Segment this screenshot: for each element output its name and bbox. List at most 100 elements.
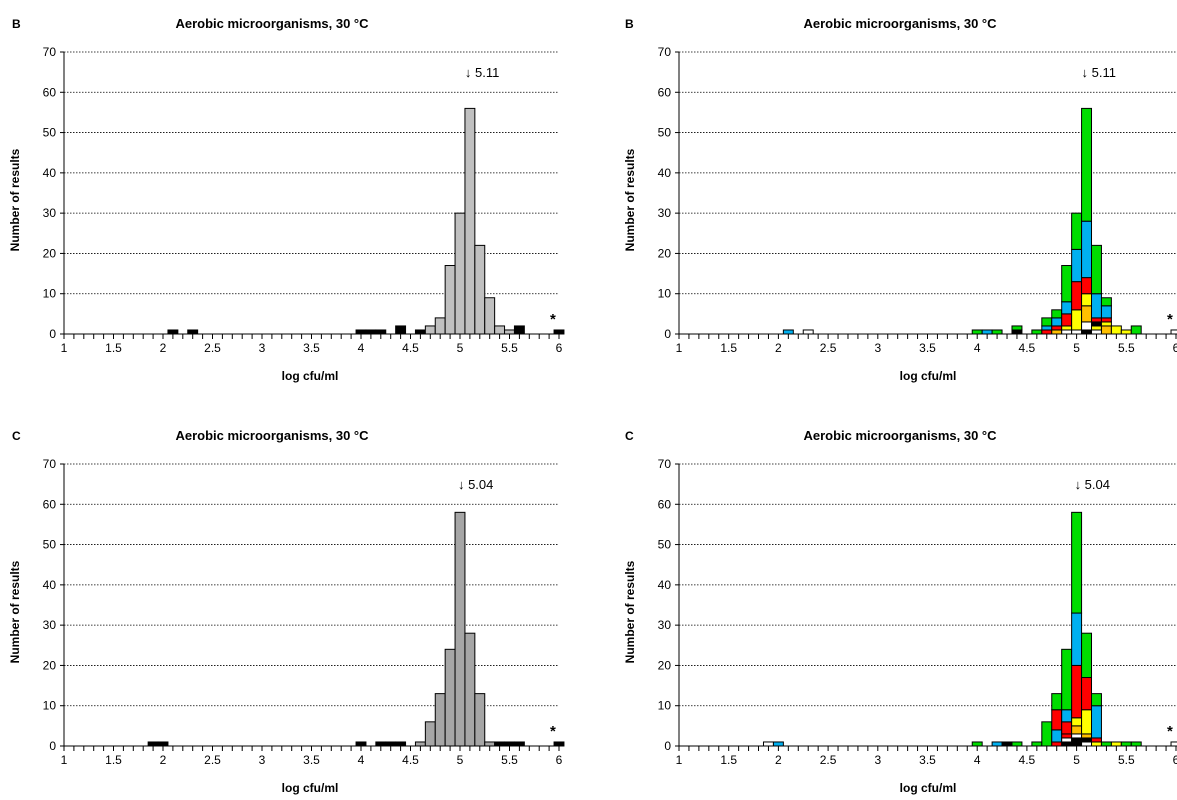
histogram-bar — [1061, 329, 1073, 335]
mean-annotation: ↓ 5.04 — [458, 477, 493, 492]
histogram-bar — [1011, 329, 1023, 335]
histogram-bar — [762, 741, 774, 747]
histogram-bar — [1041, 317, 1053, 327]
histogram-bar — [504, 329, 515, 335]
y-tick-label: 10 — [43, 699, 57, 713]
histogram-bar — [1041, 325, 1053, 331]
x-tick-label: 1 — [61, 341, 68, 355]
histogram-bar — [1061, 737, 1073, 743]
x-tick-label: 3 — [874, 753, 881, 767]
y-tick-label: 40 — [658, 578, 672, 592]
histogram-bar — [1170, 329, 1177, 335]
x-axis-title: log cfu/ml — [282, 781, 339, 795]
histogram-bar — [1091, 293, 1102, 319]
histogram-bar — [1011, 325, 1023, 331]
histogram-bar — [1100, 317, 1112, 323]
histogram-bar — [444, 265, 456, 335]
histogram-bar — [1051, 309, 1063, 319]
y-tick-label: 50 — [658, 538, 672, 552]
y-tick-label: 50 — [43, 538, 57, 552]
histogram-bar — [1091, 321, 1102, 327]
histogram-bar — [772, 741, 784, 747]
histogram-bar — [1061, 313, 1073, 327]
histogram-bar — [1100, 305, 1112, 319]
y-tick-label: 70 — [658, 457, 672, 471]
histogram-bar — [782, 329, 794, 335]
outlier-marker: * — [1167, 311, 1173, 328]
y-tick-label: 60 — [658, 497, 672, 511]
y-tick-label: 30 — [658, 618, 672, 632]
histogram-bar — [1071, 733, 1083, 739]
histogram-bar — [1081, 293, 1093, 307]
chart-title: Aerobic microorganisms, 30 °C — [175, 16, 369, 31]
y-tick-label: 40 — [658, 166, 672, 180]
histogram-chart: B Aerobic microorganisms, 30 °C Number o… — [623, 16, 1177, 383]
x-tick-label: 6 — [1173, 341, 1177, 355]
histogram-bar — [1051, 317, 1063, 327]
histogram-bar — [147, 741, 159, 747]
histogram-bar — [434, 317, 446, 335]
histogram-bar — [1061, 741, 1073, 747]
x-tick-label: 3.5 — [919, 341, 936, 355]
histogram-bar — [971, 329, 983, 335]
histogram-bar — [1100, 297, 1112, 307]
histogram-bar — [1081, 305, 1093, 323]
histogram-chart: C Aerobic microorganisms, 30 °C Number o… — [8, 428, 565, 795]
x-tick-label: 3.5 — [303, 341, 320, 355]
outlier-marker: * — [550, 311, 556, 328]
histogram-bar — [187, 329, 199, 335]
histogram-bar — [365, 329, 377, 335]
y-tick-label: 70 — [43, 457, 57, 471]
histogram-bar — [1051, 325, 1063, 331]
histogram-bar — [1061, 721, 1073, 735]
y-tick-label: 10 — [658, 699, 672, 713]
x-tick-label: 5.5 — [1118, 341, 1135, 355]
histogram-chart: B Aerobic microorganisms, 30 °C Number o… — [8, 16, 565, 383]
y-tick-label: 20 — [658, 658, 672, 672]
y-tick-label: 60 — [658, 85, 672, 99]
y-axis-title: Number of results — [8, 560, 22, 663]
histogram-bar — [1110, 325, 1122, 335]
x-tick-label: 1.5 — [720, 341, 737, 355]
histogram-bar — [1081, 741, 1093, 747]
mean-annotation: ↓ 5.04 — [1075, 477, 1110, 492]
x-tick-label: 4 — [974, 341, 981, 355]
histogram-bar — [355, 741, 367, 747]
histogram-bar — [424, 325, 436, 335]
x-tick-label: 5 — [457, 753, 464, 767]
histogram-bar — [1081, 709, 1093, 735]
histogram-bar — [1091, 693, 1102, 707]
x-tick-label: 5 — [457, 341, 464, 355]
histogram-bar — [1031, 741, 1043, 747]
histogram-bar — [1091, 325, 1102, 331]
histogram-bar — [494, 741, 506, 747]
histogram-bar — [1071, 664, 1083, 719]
histogram-bar — [971, 741, 983, 747]
y-axis-title: Number of results — [623, 148, 637, 251]
histogram-bar — [1061, 325, 1073, 331]
histogram-bar — [375, 329, 387, 335]
x-tick-label: 5 — [1073, 753, 1080, 767]
x-axis-title: log cfu/ml — [282, 369, 339, 383]
x-tick-label: 2 — [160, 341, 167, 355]
mean-annotation: ↓ 5.11 — [465, 65, 499, 80]
histogram-bar — [1120, 329, 1132, 335]
histogram-bar — [1071, 212, 1083, 250]
y-tick-label: 0 — [664, 327, 671, 341]
chart-panel-3: C Aerobic microorganisms, 30 °C Number o… — [0, 400, 588, 800]
histogram-bar — [1091, 705, 1102, 739]
y-tick-label: 60 — [43, 85, 57, 99]
y-axis-title: Number of results — [8, 148, 22, 251]
x-tick-label: 5 — [1073, 341, 1080, 355]
histogram-bar — [513, 741, 525, 747]
x-tick-label: 2 — [775, 341, 782, 355]
x-tick-label: 6 — [556, 341, 563, 355]
histogram-bar — [414, 329, 426, 335]
histogram-bar — [553, 741, 565, 747]
histogram-bar — [1061, 709, 1073, 723]
histogram-bar — [494, 325, 506, 335]
histogram-bar — [1071, 329, 1083, 335]
y-tick-label: 0 — [49, 739, 56, 753]
x-tick-label: 4.5 — [1019, 753, 1036, 767]
y-tick-label: 50 — [658, 126, 672, 140]
